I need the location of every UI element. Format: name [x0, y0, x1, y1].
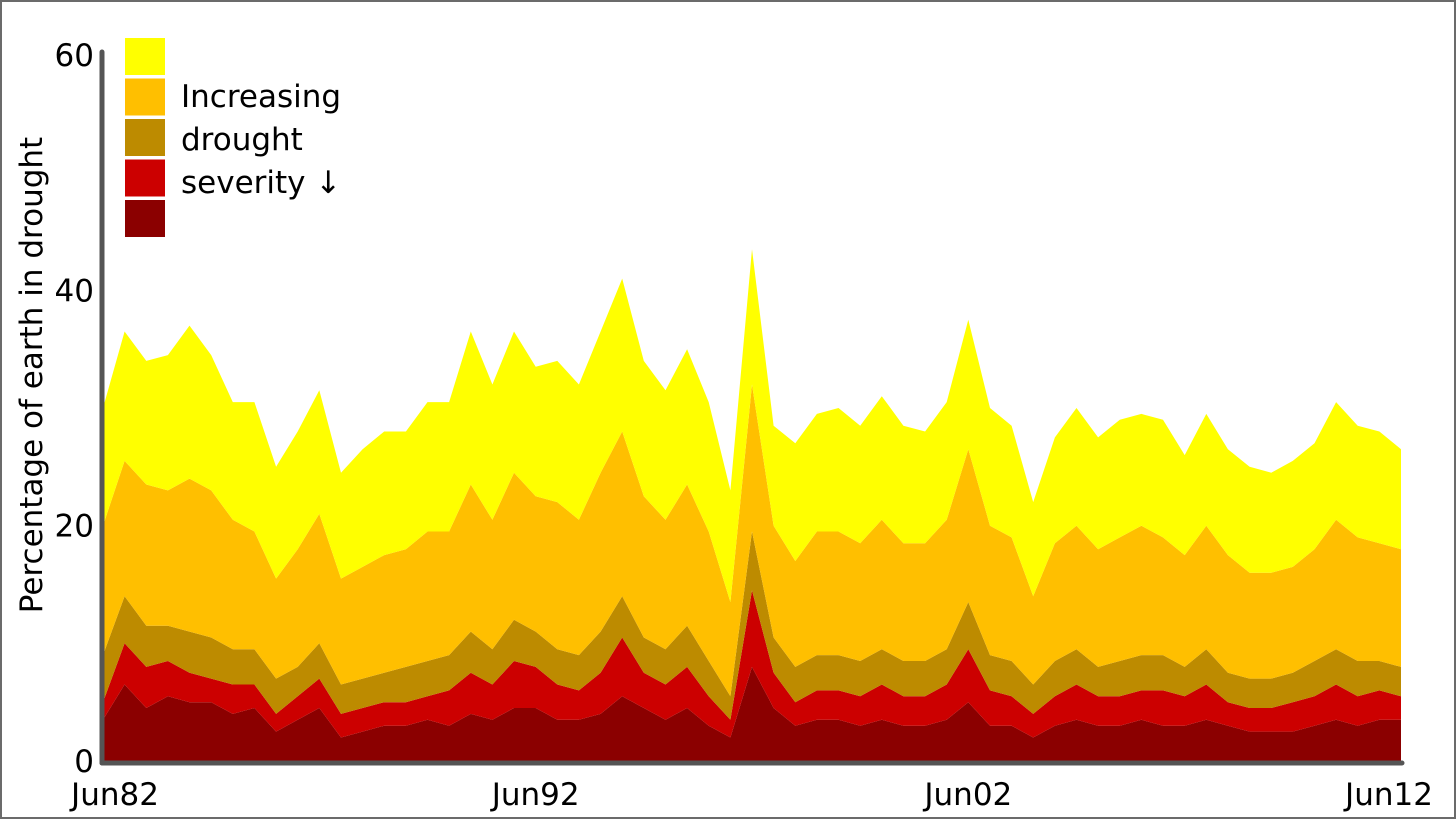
x-tick-label: Jun12: [1343, 777, 1433, 813]
legend-line-2: drought: [181, 122, 303, 158]
area-series-4: [103, 384, 1401, 697]
x-tick-label: Jun92: [490, 777, 580, 813]
legend-line-3: severity ↓: [181, 165, 341, 201]
y-tick-label: 60: [55, 38, 94, 74]
y-tick-label: 40: [55, 273, 94, 309]
area-series-3: [103, 531, 1401, 720]
x-tick-labels: Jun82 Jun92 Jun02 Jun12: [69, 777, 1433, 813]
legend: Increasing drought severity ↓: [125, 38, 341, 237]
y-axis-label: Percentage of earth in drought: [14, 137, 50, 613]
legend-swatch-1: [125, 38, 165, 75]
y-tick-label: 20: [55, 509, 94, 545]
legend-swatch-2: [125, 78, 165, 116]
x-tick-label: Jun02: [922, 777, 1012, 813]
y-tick-label: 0: [74, 744, 94, 780]
legend-line-1: Increasing: [181, 79, 341, 115]
area-series-2: [103, 590, 1401, 738]
series-areas: [103, 249, 1401, 761]
area-series-1: [103, 666, 1401, 761]
legend-swatch-3: [125, 119, 165, 156]
legend-swatch-5: [125, 200, 165, 237]
x-tick-label: Jun82: [69, 777, 159, 813]
y-tick-labels: 0 20 40 60: [55, 38, 94, 780]
legend-swatch-4: [125, 159, 165, 197]
area-series-5: [103, 249, 1401, 603]
